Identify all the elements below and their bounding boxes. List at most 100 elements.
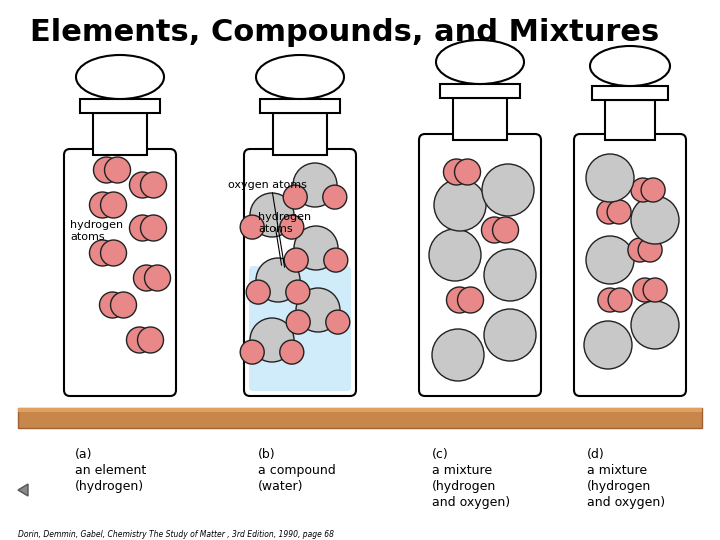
Circle shape [586, 236, 634, 284]
Circle shape [633, 278, 657, 302]
Circle shape [641, 178, 665, 202]
Ellipse shape [436, 40, 524, 84]
Bar [18, 408, 702, 428]
Bar [605, 100, 655, 140]
Text: (hydrogen: (hydrogen [432, 480, 496, 493]
Circle shape [584, 321, 632, 369]
Circle shape [631, 196, 679, 244]
Circle shape [325, 310, 350, 334]
Circle shape [101, 192, 127, 218]
Circle shape [111, 292, 137, 318]
Circle shape [492, 217, 518, 243]
Text: (a): (a) [75, 448, 92, 461]
Text: (water): (water) [258, 480, 304, 493]
Circle shape [140, 172, 166, 198]
Circle shape [240, 340, 264, 364]
Text: hydrogen
atoms: hydrogen atoms [258, 212, 311, 234]
Text: and oxygen): and oxygen) [432, 496, 510, 509]
FancyBboxPatch shape [244, 149, 356, 396]
Polygon shape [18, 484, 28, 496]
Ellipse shape [76, 55, 164, 99]
Text: and oxygen): and oxygen) [587, 496, 665, 509]
Bar [440, 84, 520, 98]
FancyBboxPatch shape [419, 134, 541, 396]
FancyBboxPatch shape [249, 266, 351, 391]
Circle shape [432, 329, 484, 381]
Circle shape [138, 327, 163, 353]
Circle shape [293, 163, 337, 207]
Ellipse shape [256, 55, 344, 99]
Text: (b): (b) [258, 448, 276, 461]
Circle shape [597, 200, 621, 224]
Circle shape [434, 179, 486, 231]
Bar [80, 99, 160, 113]
Bar [260, 99, 340, 113]
Circle shape [284, 248, 308, 272]
Circle shape [246, 280, 270, 304]
Circle shape [89, 240, 115, 266]
Circle shape [240, 215, 264, 239]
Text: (c): (c) [432, 448, 449, 461]
Text: Elements, Compounds, and Mixtures: Elements, Compounds, and Mixtures [30, 18, 660, 47]
Text: oxygen atoms: oxygen atoms [228, 180, 307, 190]
Circle shape [484, 249, 536, 301]
Circle shape [130, 215, 156, 241]
Circle shape [256, 258, 300, 302]
Circle shape [638, 238, 662, 262]
Circle shape [99, 292, 125, 318]
Text: hydrogen
atoms: hydrogen atoms [70, 220, 123, 241]
Text: (hydrogen: (hydrogen [587, 480, 652, 493]
Text: (d): (d) [587, 448, 605, 461]
Circle shape [294, 226, 338, 270]
Circle shape [140, 215, 166, 241]
Circle shape [324, 248, 348, 272]
Circle shape [444, 159, 469, 185]
Circle shape [607, 200, 631, 224]
Circle shape [283, 185, 307, 209]
Circle shape [286, 280, 310, 304]
Circle shape [250, 193, 294, 237]
Text: a mixture: a mixture [432, 464, 492, 477]
FancyBboxPatch shape [64, 149, 176, 396]
Circle shape [631, 301, 679, 349]
Circle shape [280, 340, 304, 364]
Bar [18, 408, 702, 412]
Circle shape [598, 288, 622, 312]
Circle shape [631, 178, 655, 202]
Circle shape [586, 154, 634, 202]
Circle shape [457, 287, 484, 313]
Circle shape [250, 318, 294, 362]
Circle shape [484, 309, 536, 361]
Text: a compound: a compound [258, 464, 336, 477]
Circle shape [287, 310, 310, 334]
Circle shape [454, 159, 480, 185]
Text: (hydrogen): (hydrogen) [75, 480, 144, 493]
Bar [453, 98, 507, 140]
Circle shape [89, 192, 115, 218]
Bar [273, 113, 327, 155]
Circle shape [323, 185, 347, 209]
Circle shape [280, 215, 304, 239]
Circle shape [133, 265, 159, 291]
Circle shape [429, 229, 481, 281]
Circle shape [482, 164, 534, 216]
Bar [93, 113, 147, 155]
FancyBboxPatch shape [574, 134, 686, 396]
Circle shape [145, 265, 171, 291]
Circle shape [608, 288, 632, 312]
Text: an element: an element [75, 464, 146, 477]
Circle shape [101, 240, 127, 266]
Circle shape [104, 157, 130, 183]
Circle shape [296, 288, 340, 332]
Ellipse shape [590, 46, 670, 86]
Circle shape [643, 278, 667, 302]
Circle shape [94, 157, 120, 183]
Circle shape [130, 172, 156, 198]
Text: a mixture: a mixture [587, 464, 647, 477]
Circle shape [127, 327, 153, 353]
Text: Dorin, Demmin, Gabel, Chemistry The Study of Matter , 3rd Edition, 1990, page 68: Dorin, Demmin, Gabel, Chemistry The Stud… [18, 530, 334, 539]
Circle shape [482, 217, 508, 243]
Circle shape [446, 287, 472, 313]
Circle shape [628, 238, 652, 262]
Bar [592, 86, 668, 100]
